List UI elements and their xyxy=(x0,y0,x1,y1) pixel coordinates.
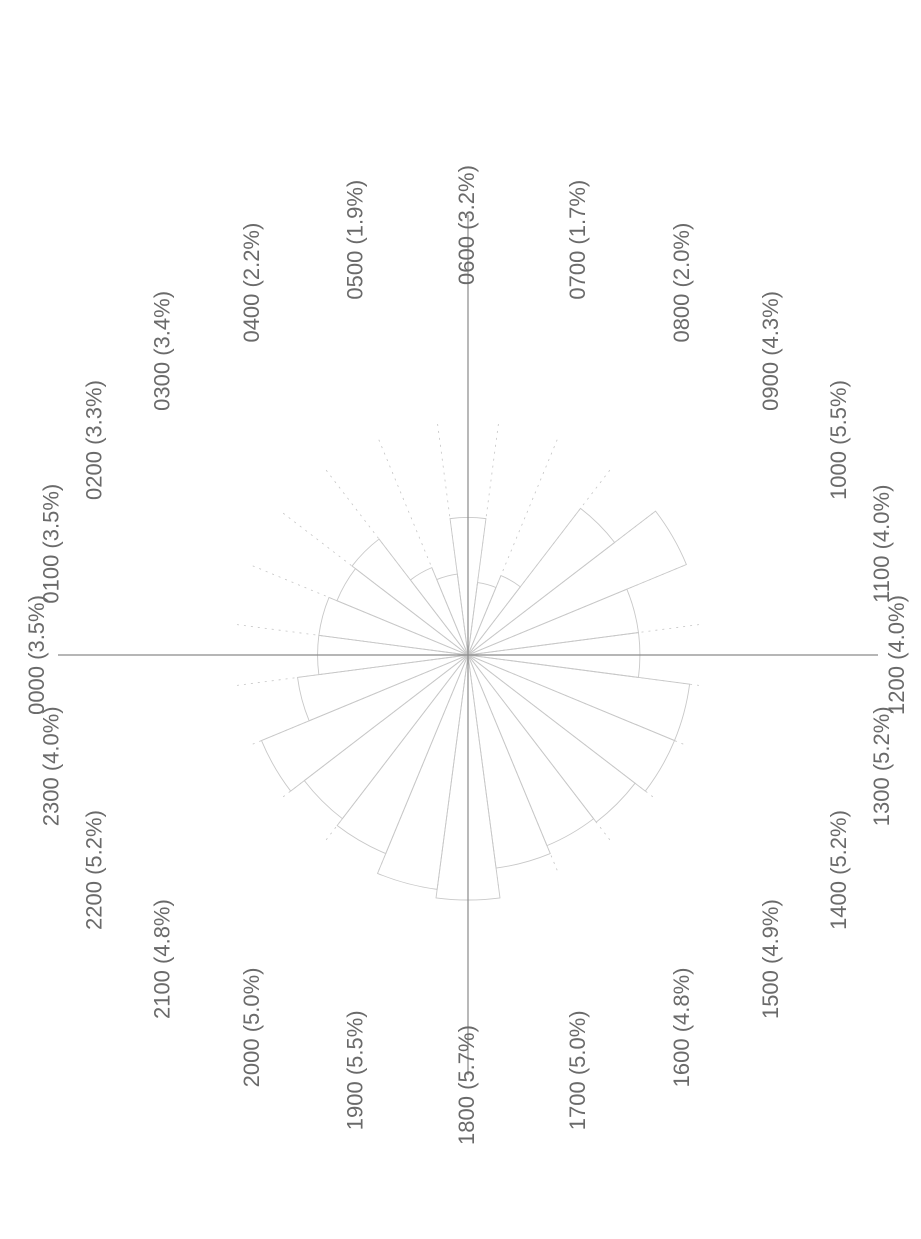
wedge-label-0800: 0800 (2.0%) xyxy=(669,223,694,343)
wedge-label-2000: 2000 (5.0%) xyxy=(239,967,264,1087)
axis-layer xyxy=(58,215,878,1075)
grid-spoke xyxy=(377,437,469,656)
wedge-label-0500: 0500 (1.9%) xyxy=(343,180,368,300)
wedge-layer xyxy=(260,507,691,901)
rose-wedge-1500 xyxy=(467,654,636,823)
wedge-label-1200: 1200 (4.0%) xyxy=(884,595,909,715)
wedge-label-0700: 0700 (1.7%) xyxy=(565,180,590,300)
rose-wedge-0800 xyxy=(467,574,521,656)
rose-wedge-0400 xyxy=(409,567,469,656)
rose-wedge-0200 xyxy=(336,568,469,656)
wedge-label-1700: 1700 (5.0%) xyxy=(565,1010,590,1130)
grid-spoke xyxy=(234,654,469,687)
wedge-label-1800: 1800 (5.7%) xyxy=(454,1025,479,1145)
grid-spoke xyxy=(324,468,469,656)
wedge-label-1900: 1900 (5.5%) xyxy=(343,1010,368,1130)
rose-wedge-2300 xyxy=(297,654,469,722)
rose-wedge-2100 xyxy=(303,654,469,820)
wedge-label-0600: 0600 (3.2%) xyxy=(454,165,479,285)
wedge-label-2200: 2200 (5.2%) xyxy=(81,810,106,930)
rose-wedge-1400 xyxy=(467,654,676,792)
wedge-label-0200: 0200 (3.3%) xyxy=(81,380,106,500)
rose-wedge-0100 xyxy=(318,596,469,656)
rose-wedge-1900 xyxy=(376,654,469,890)
wedge-label-0300: 0300 (3.4%) xyxy=(150,291,175,411)
grid-spoke xyxy=(467,421,500,656)
grid-spoke xyxy=(436,421,469,656)
wedge-label-1500: 1500 (4.9%) xyxy=(758,899,783,1019)
rose-wedge-0900 xyxy=(467,507,616,656)
grid-spoke xyxy=(234,623,469,656)
rose-wedge-2000 xyxy=(336,654,469,855)
wedge-label-1400: 1400 (5.2%) xyxy=(826,810,851,930)
wedge-label-0000: 0000 (3.5%) xyxy=(24,595,49,715)
wedge-label-1600: 1600 (4.8%) xyxy=(669,967,694,1087)
rose-wedge-2200 xyxy=(260,654,469,792)
rose-wedge-1000 xyxy=(467,510,687,656)
wedge-label-1300: 1300 (5.2%) xyxy=(869,706,894,826)
rose-wedge-1600 xyxy=(467,654,595,847)
wedge-label-1000: 1000 (5.5%) xyxy=(826,380,851,500)
wedge-label-0400: 0400 (2.2%) xyxy=(239,223,264,343)
label-layer: 0000 (3.5%)0100 (3.5%) 0200 (3.3%) 0300 (3… xyxy=(24,165,909,1145)
grid-spoke xyxy=(281,511,469,656)
wedge-label-1100: 1100 (4.0%) xyxy=(869,485,894,603)
grid-spoke xyxy=(467,623,702,656)
wedge-label-2300: 2300 (4.0%) xyxy=(39,706,64,826)
grid-spoke xyxy=(467,437,559,656)
wedge-label-2100: 2100 (4.8%) xyxy=(150,899,175,1019)
rose-wedge-0300 xyxy=(351,538,469,656)
wedge-label-0100: 0100 (3.5%) xyxy=(39,484,64,604)
wedge-label-0900: 0900 (4.3%) xyxy=(758,291,783,411)
grid-spoke xyxy=(250,564,469,656)
